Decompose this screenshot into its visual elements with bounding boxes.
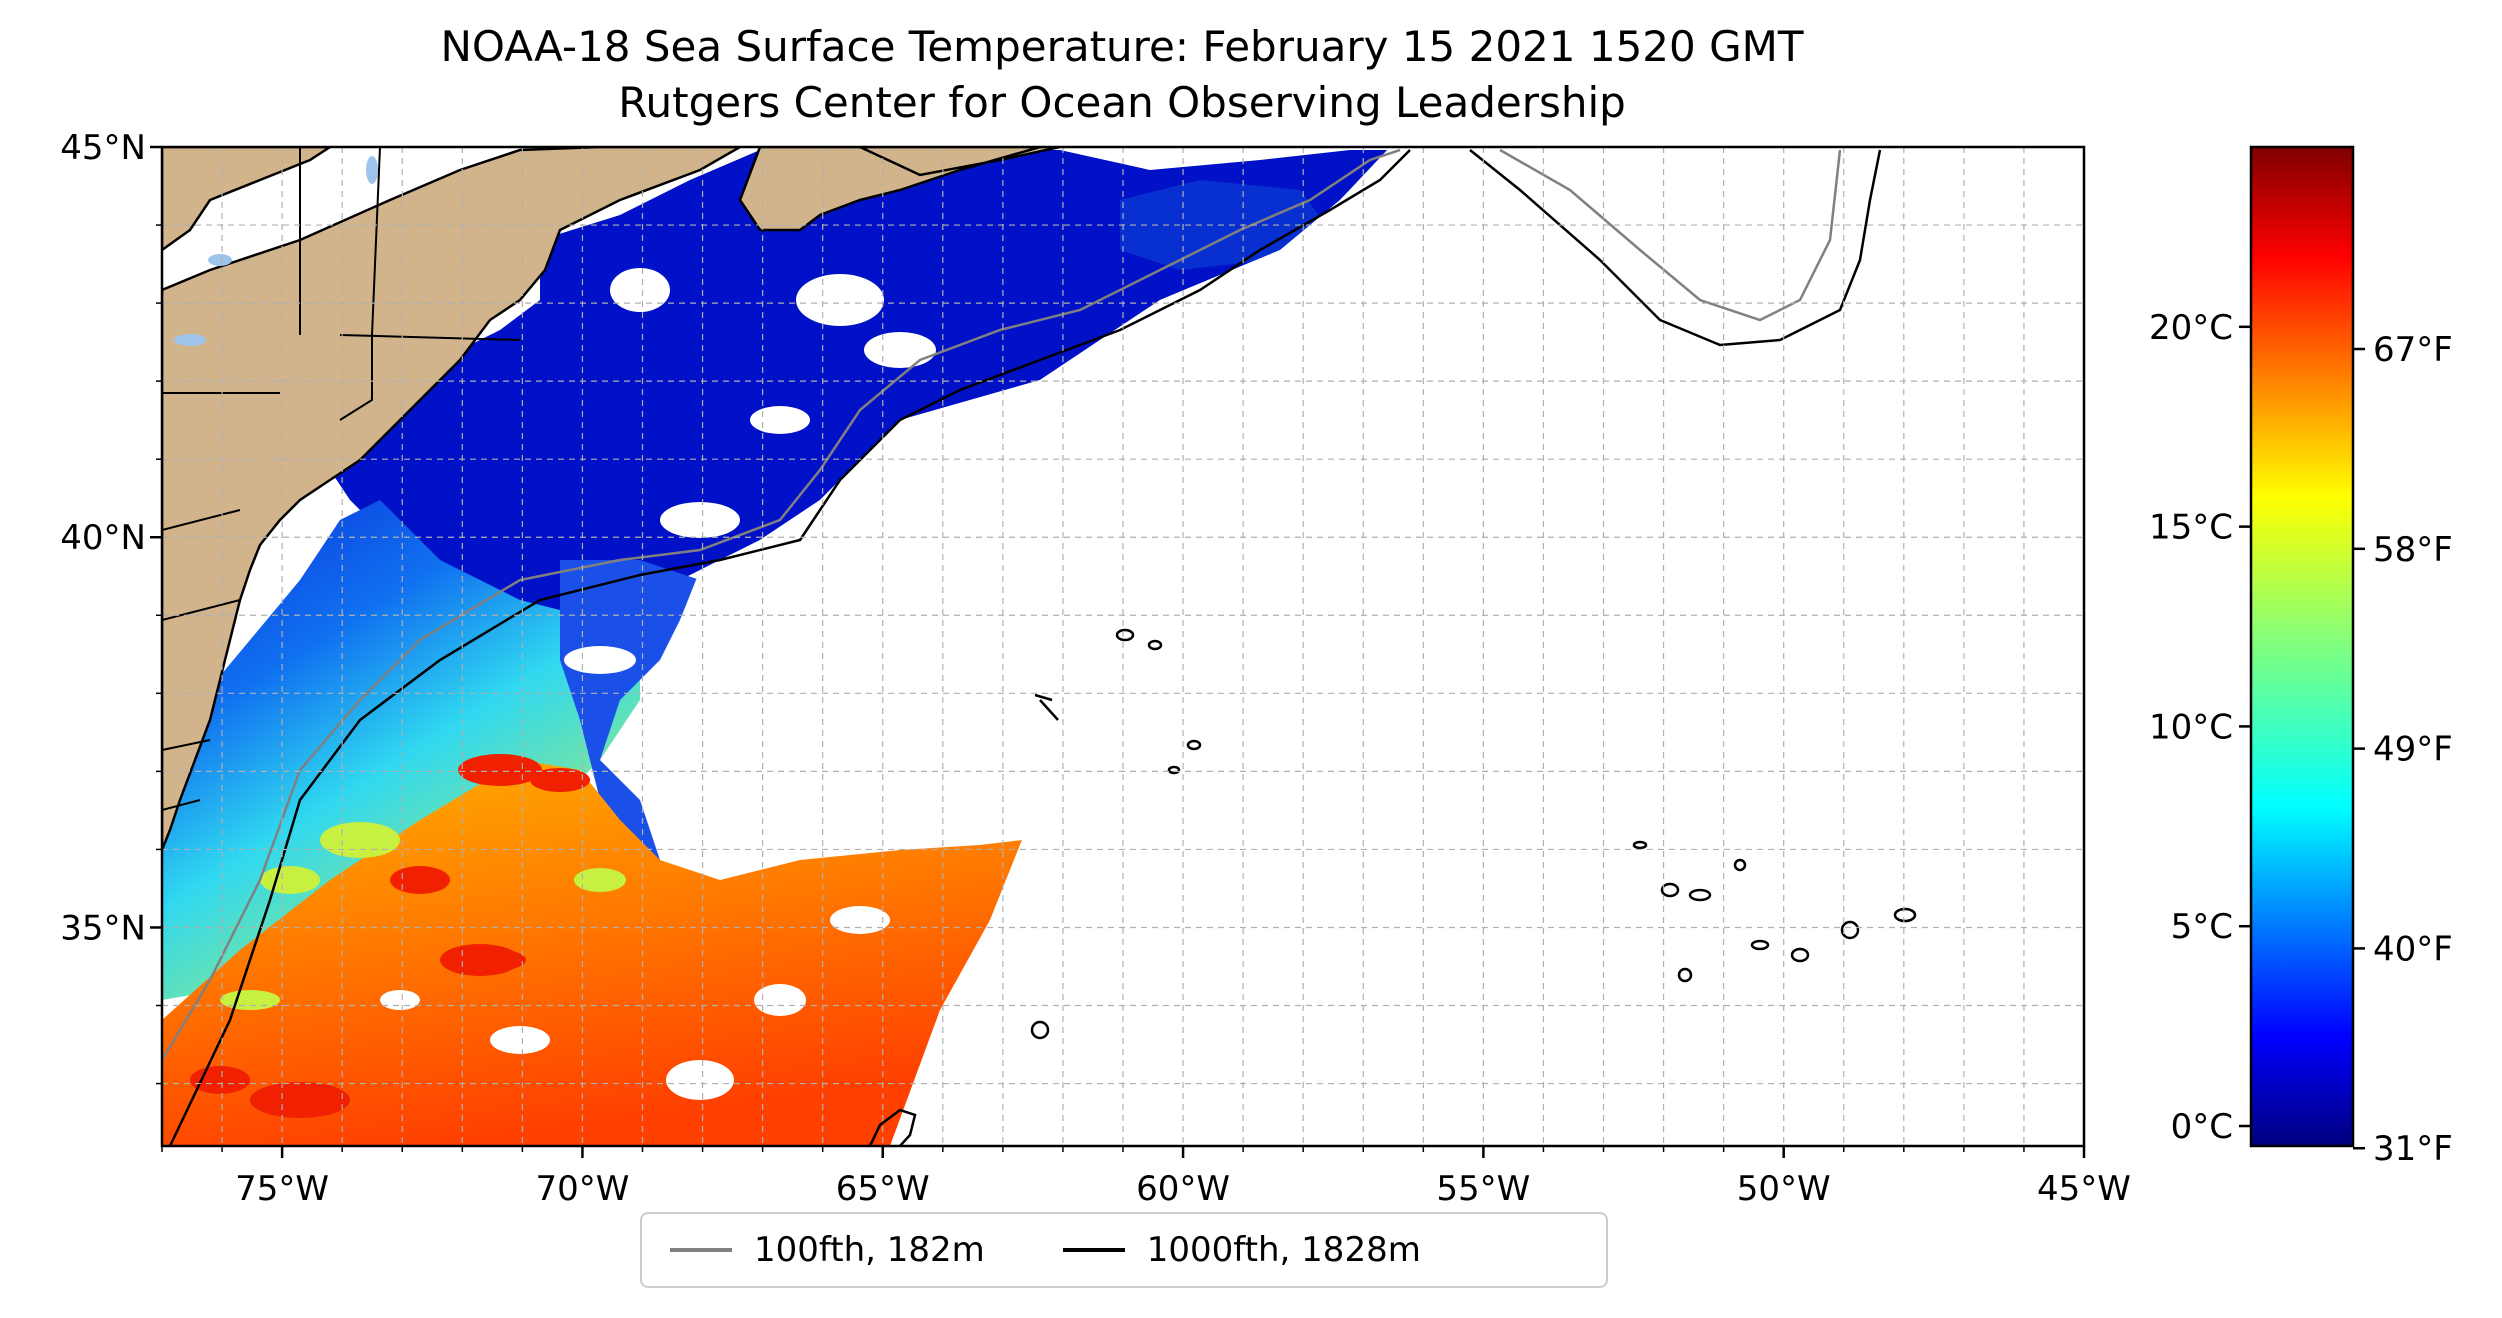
- sst-offshore-blue: [560, 560, 700, 860]
- fahrenheit-tick-label: 31°F: [2373, 1129, 2453, 1169]
- legend-swatch-100fth: [670, 1248, 732, 1252]
- fahrenheit-tick-label: 67°F: [2373, 330, 2453, 370]
- fahrenheit-tick-label: 49°F: [2373, 730, 2453, 770]
- lakes: [174, 156, 378, 346]
- fahrenheit-tick-label: 40°F: [2373, 929, 2453, 969]
- map-title: NOAA-18 Sea Surface Temperature: Februar…: [440, 22, 1804, 71]
- cloud-mask: [380, 268, 936, 1100]
- celsius-tick-label: 15°C: [2149, 508, 2233, 548]
- colorbar-celsius-ticks: 0°C 5°C 10°C 15°C 20°C: [2149, 308, 2251, 1147]
- celsius-tick-label: 0°C: [2171, 1107, 2233, 1147]
- sst-gulf-stream: [162, 760, 1022, 1146]
- legend-label-1000fth: 1000fth, 1828m: [1146, 1230, 1421, 1270]
- isobath-100fth: [162, 148, 1842, 1061]
- legend-item-100fth: 100fth, 182m: [670, 1230, 985, 1270]
- isobath-legend: 100fth, 182m 1000fth, 1828m: [640, 1212, 1608, 1288]
- colorbar: [2249, 145, 2355, 1148]
- sst-warm-cores: [190, 754, 590, 1118]
- lat-tick-label: 40°N: [60, 518, 146, 558]
- lon-tick-label: 60°W: [1136, 1169, 1230, 1209]
- land: [162, 147, 1061, 851]
- lat-tick-label: 35°N: [60, 908, 146, 948]
- lat-tick-label: 45°N: [60, 128, 146, 168]
- sst-cold-northeast: [1120, 180, 1330, 270]
- seamount-contours: [868, 628, 1917, 1146]
- lon-tick-label: 55°W: [1436, 1169, 1530, 1209]
- graticule: [162, 147, 2084, 1146]
- legend-swatch-1000fth: [1062, 1248, 1125, 1252]
- colorbar-fahrenheit-ticks: 31°F 40°F 49°F 58°F 67°F: [2353, 330, 2453, 1169]
- latitude-ticks: 45°N 40°N 35°N: [60, 128, 162, 1085]
- celsius-tick-label: 5°C: [2171, 907, 2233, 947]
- lon-tick-label: 50°W: [1737, 1169, 1831, 1209]
- fahrenheit-tick-label: 58°F: [2373, 530, 2453, 570]
- lon-tick-label: 75°W: [235, 1169, 329, 1209]
- longitude-ticks: 75°W 70°W 65°W 60°W 55°W 50°W 45°W: [161, 1146, 2131, 1209]
- lon-tick-label: 65°W: [836, 1169, 930, 1209]
- map-subtitle: Rutgers Center for Ocean Observing Leade…: [618, 78, 1626, 127]
- map-area: [162, 147, 2084, 1146]
- sst-cold-north: [330, 150, 1390, 640]
- legend-label-100fth: 100fth, 182m: [754, 1230, 985, 1270]
- lon-tick-label: 45°W: [2037, 1169, 2131, 1209]
- no-data-region: [680, 147, 2084, 1146]
- celsius-tick-label: 20°C: [2149, 308, 2233, 348]
- legend-item-1000fth: 1000fth, 1828m: [1062, 1230, 1421, 1270]
- celsius-tick-label: 10°C: [2149, 707, 2233, 747]
- lon-tick-label: 70°W: [535, 1169, 629, 1209]
